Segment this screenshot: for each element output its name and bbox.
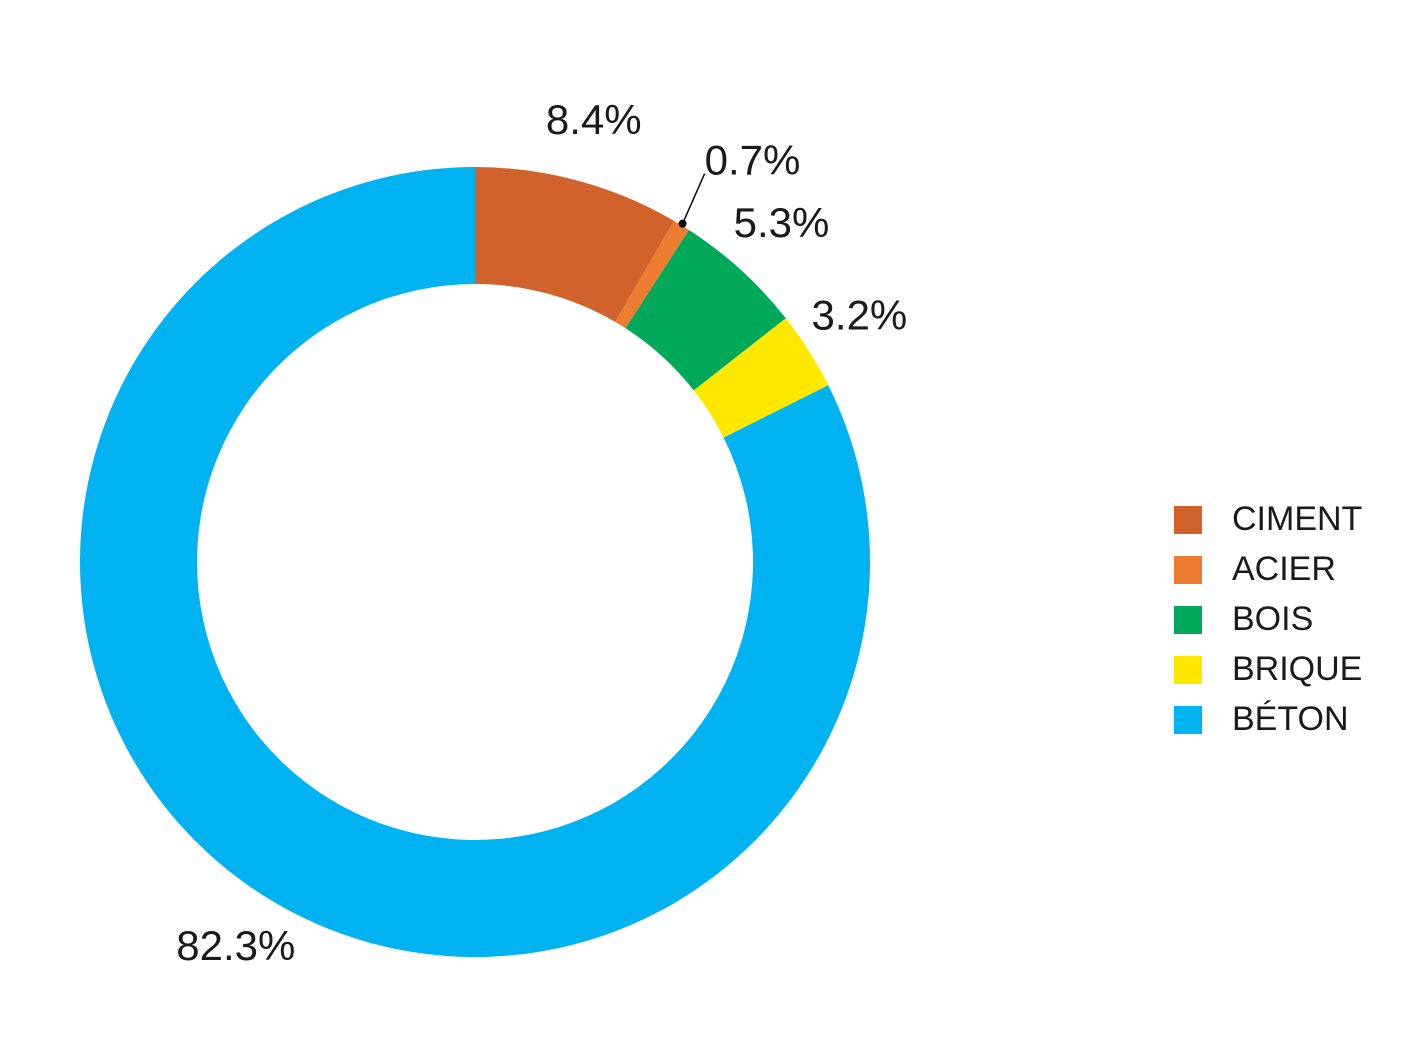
legend-label: CIMENT: [1232, 500, 1362, 538]
donut-slice: [79, 167, 871, 958]
value-label: 82.3%: [176, 922, 295, 969]
value-label: 3.2%: [812, 292, 908, 339]
donut-slice: [625, 229, 786, 391]
value-label: 0.7%: [705, 137, 801, 184]
legend-swatch: [1174, 556, 1202, 584]
legend-swatch: [1174, 606, 1202, 634]
donut-slice: [615, 220, 689, 329]
value-label: 5.3%: [734, 199, 830, 246]
legend-label: BRIQUE: [1232, 650, 1362, 688]
leader-line: [681, 173, 706, 224]
donut-slice: [475, 167, 675, 322]
legend-swatch: [1174, 706, 1202, 734]
legend-label: BOIS: [1232, 600, 1313, 638]
donut-slice: [693, 318, 829, 438]
legend-label: ACIER: [1232, 550, 1336, 588]
legend-swatch: [1174, 656, 1202, 684]
value-label: 8.4%: [546, 96, 642, 143]
legend-swatch: [1174, 506, 1202, 534]
legend-label: BÉTON: [1232, 700, 1349, 738]
